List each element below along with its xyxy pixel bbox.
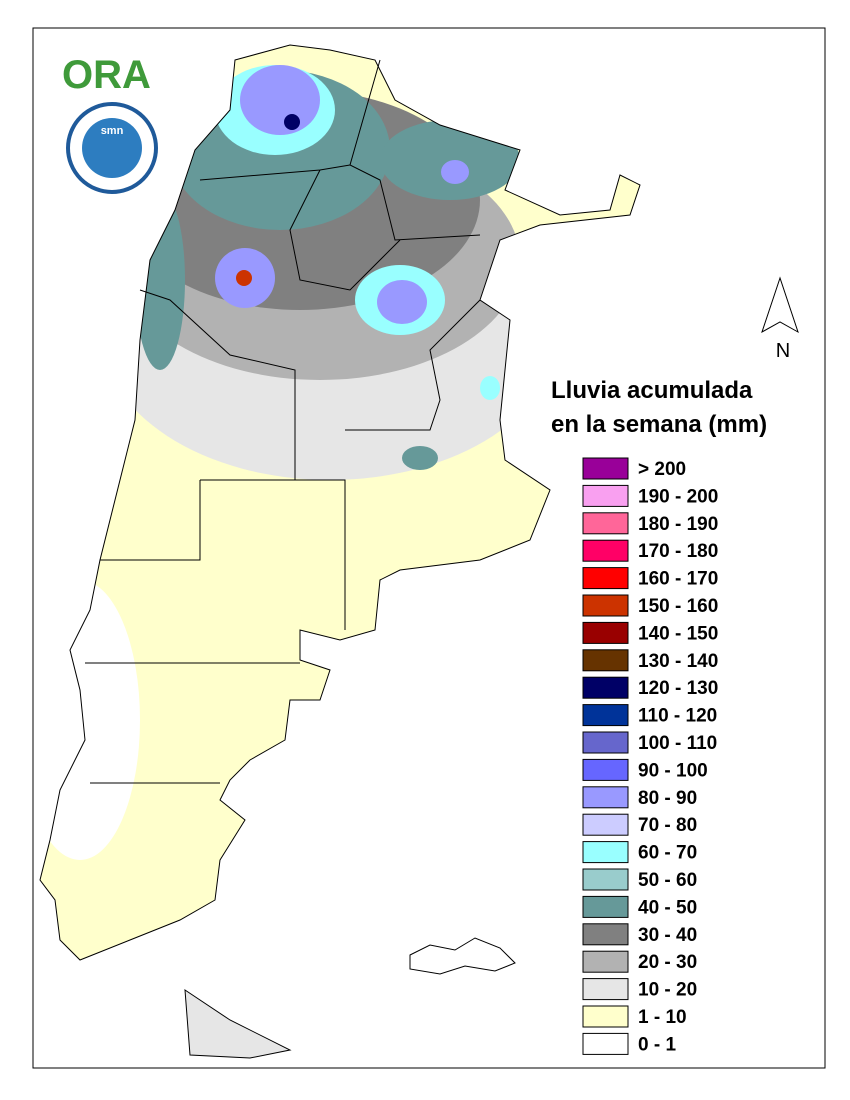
legend-label: 30 - 40 — [638, 925, 697, 946]
legend-swatch — [582, 868, 629, 891]
legend-label: 130 - 140 — [638, 651, 718, 672]
legend-label: 100 - 110 — [638, 733, 717, 754]
area-150-160 — [236, 270, 252, 286]
area-40-50 — [402, 446, 438, 470]
legend-label: 120 - 130 — [638, 678, 718, 699]
legend-label: 80 - 90 — [638, 788, 697, 809]
legend-swatch — [582, 813, 629, 836]
legend-label: > 200 — [638, 459, 686, 480]
legend-swatch — [582, 923, 629, 946]
legend-label: 190 - 200 — [638, 486, 718, 507]
smn-logo-text: smn — [101, 125, 124, 137]
area-80-90 — [377, 280, 427, 324]
legend-title: Lluvia acumulada — [551, 377, 753, 404]
legend-label: 170 - 180 — [638, 541, 718, 562]
legend-label: 70 - 80 — [638, 815, 697, 836]
legend-swatch — [582, 731, 629, 754]
legend-swatch — [582, 1032, 629, 1055]
legend-swatch — [582, 895, 629, 918]
area-80-90 — [441, 160, 469, 184]
legend-swatch — [582, 484, 629, 507]
legend-swatch — [582, 512, 629, 535]
legend-label: 0 - 1 — [638, 1034, 676, 1055]
legend-swatch — [582, 1005, 629, 1028]
legend-swatch — [582, 841, 629, 864]
legend-label: 140 - 150 — [638, 623, 718, 644]
legend-swatch — [582, 950, 629, 973]
ora-logo: ORA — [62, 53, 151, 97]
area-80-90 — [240, 65, 320, 135]
legend-title: en la semana (mm) — [551, 411, 767, 438]
legend: > 200 190 - 200 180 - 190 170 - 180 160 - 17… — [582, 457, 718, 1055]
legend-swatch — [582, 978, 629, 1001]
legend-label: 180 - 190 — [638, 514, 718, 535]
legend-swatch — [582, 621, 629, 644]
province-borders — [85, 59, 481, 784]
legend-swatch — [582, 676, 629, 699]
legend-label: 160 - 170 — [638, 569, 718, 590]
legend-label: 50 - 60 — [638, 870, 697, 891]
area-40-50 — [380, 120, 520, 200]
legend-swatch — [582, 539, 629, 562]
area-60-70 — [480, 376, 500, 400]
legend-swatch — [582, 786, 629, 809]
legend-label: 10 - 20 — [638, 980, 697, 1001]
legend-swatch — [582, 649, 629, 672]
country-outline — [39, 44, 641, 961]
legend-swatch — [582, 457, 629, 480]
smn-logo-globe — [82, 118, 142, 178]
legend-label: 150 - 160 — [638, 596, 718, 617]
legend-label: 1 - 10 — [638, 1007, 687, 1028]
legend-swatch — [582, 704, 629, 727]
area-120-130 — [284, 114, 300, 130]
legend-label: 60 - 70 — [638, 843, 697, 864]
islands — [409, 937, 516, 975]
legend-swatch — [582, 594, 629, 617]
legend-label: 20 - 30 — [638, 952, 697, 973]
legend-swatch — [582, 758, 629, 781]
legend-label: 40 - 50 — [638, 897, 697, 918]
tierra-del-fuego — [184, 989, 292, 1059]
legend-label: 110 - 120 — [638, 706, 717, 727]
north-label: N — [776, 340, 790, 362]
legend-swatch — [582, 567, 629, 590]
legend-label: 90 - 100 — [638, 760, 708, 781]
north-arrow — [761, 276, 799, 334]
